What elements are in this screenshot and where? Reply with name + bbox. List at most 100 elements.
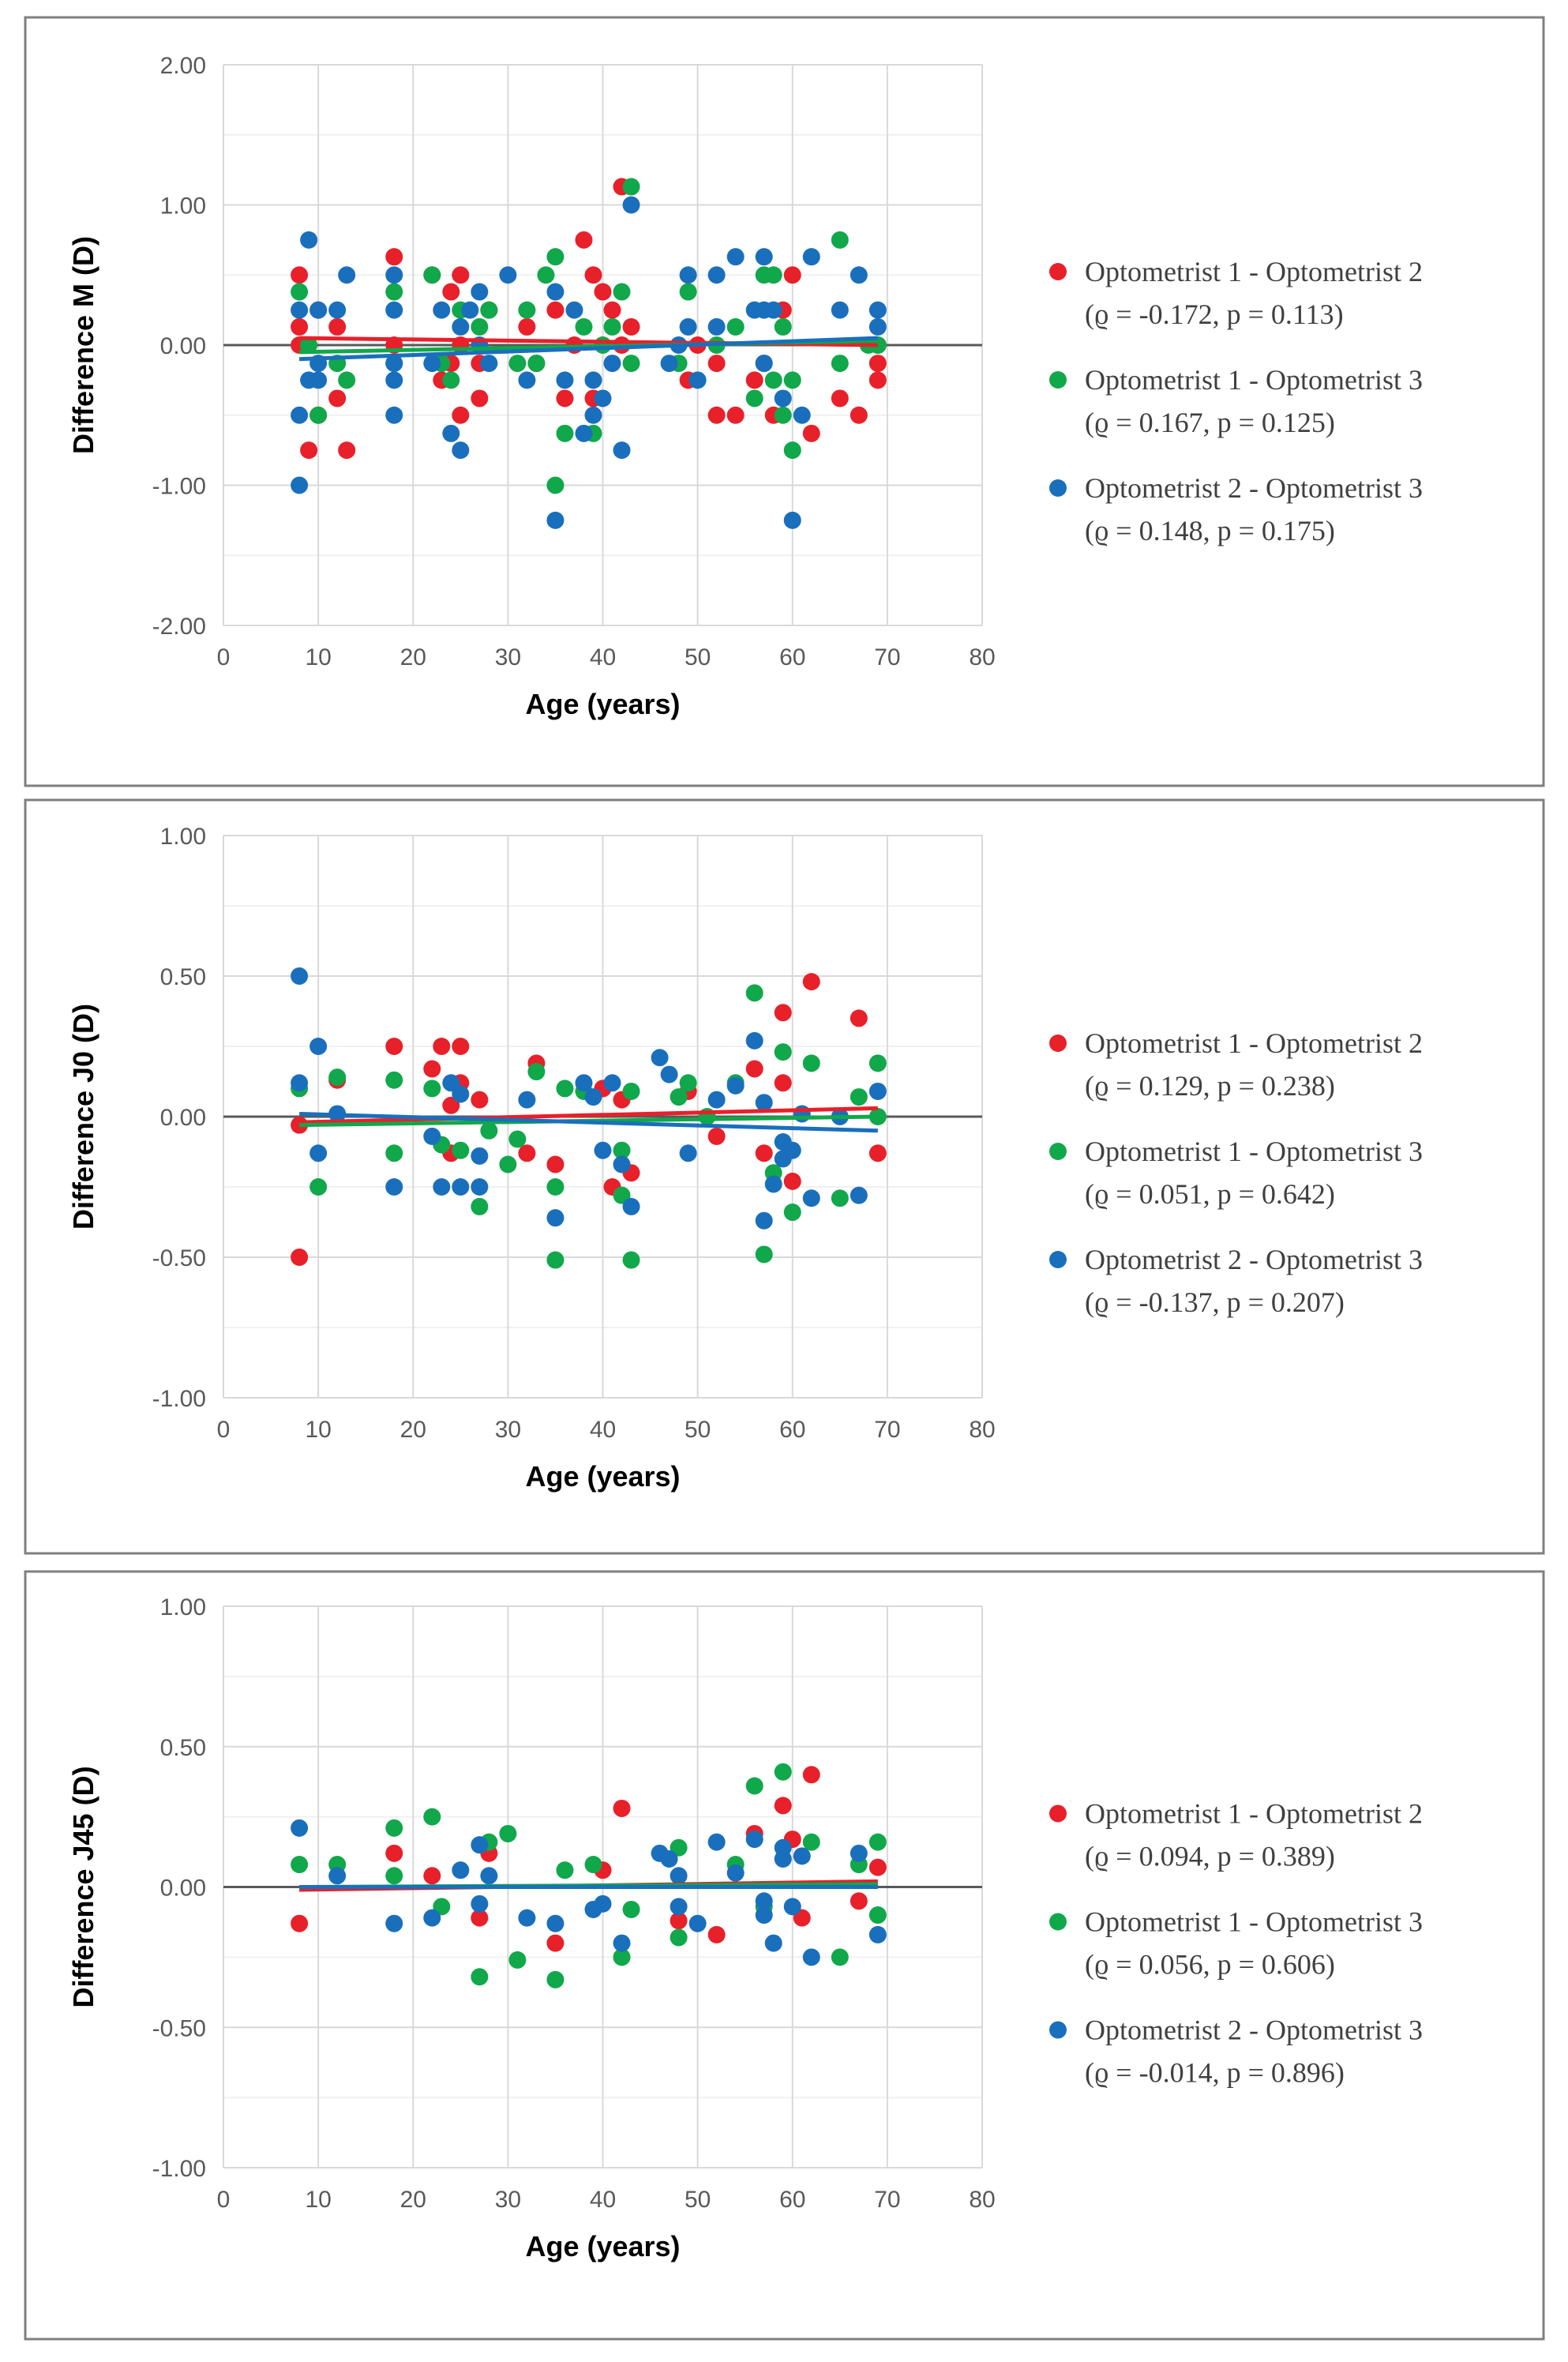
data-point-series-2 bbox=[518, 301, 536, 319]
data-point-series-2 bbox=[480, 301, 498, 319]
data-point-series-3 bbox=[793, 1105, 811, 1123]
x-tick-label: 50 bbox=[685, 644, 711, 670]
data-point-series-2 bbox=[745, 984, 763, 1002]
data-point-series-1 bbox=[850, 406, 868, 424]
data-point-series-2 bbox=[831, 1948, 849, 1966]
x-tick-label: 40 bbox=[590, 2187, 616, 2213]
legend-marker-series-1 bbox=[1049, 1035, 1067, 1052]
x-tick-label: 30 bbox=[495, 2187, 521, 2213]
data-point-series-2 bbox=[603, 317, 621, 336]
data-point-series-1 bbox=[452, 406, 470, 424]
data-point-series-2 bbox=[556, 424, 574, 442]
x-tick-label: 70 bbox=[874, 2187, 900, 2213]
data-point-series-2 bbox=[726, 317, 745, 336]
data-point-series-3 bbox=[868, 1925, 887, 1943]
data-point-series-2 bbox=[546, 1251, 565, 1269]
data-point-series-1 bbox=[452, 1038, 470, 1055]
data-point-series-2 bbox=[499, 1155, 517, 1173]
data-point-series-2 bbox=[868, 1906, 887, 1925]
data-point-series-3 bbox=[802, 248, 820, 266]
x-tick-label: 80 bbox=[969, 644, 995, 670]
data-point-series-2 bbox=[385, 1144, 403, 1162]
data-point-series-3 bbox=[338, 266, 356, 284]
x-tick-label: 70 bbox=[874, 1417, 900, 1443]
legend-stat: (ϱ = -0.014, p = 0.896) bbox=[1085, 2057, 1345, 2089]
legend: Optometrist 1 - Optometrist 2 (ϱ = 0.094,… bbox=[1049, 1798, 1423, 2089]
data-point-series-3 bbox=[309, 371, 328, 389]
y-tick-label: -1.00 bbox=[152, 2156, 206, 2182]
data-point-series-2 bbox=[291, 1856, 309, 1874]
data-point-series-3 bbox=[613, 441, 631, 460]
data-point-series-3 bbox=[755, 355, 773, 373]
data-point-series-2 bbox=[774, 317, 792, 336]
data-point-series-2 bbox=[442, 371, 460, 389]
data-point-series-2 bbox=[802, 1833, 820, 1851]
data-point-series-3 bbox=[471, 1836, 489, 1854]
data-point-series-1 bbox=[868, 355, 887, 373]
data-point-series-2 bbox=[499, 1824, 517, 1842]
legend-label: Optometrist 1 - Optometrist 3 bbox=[1085, 364, 1423, 396]
data-point-series-3 bbox=[670, 1898, 688, 1916]
data-point-series-3 bbox=[471, 1894, 489, 1913]
y-tick-label: -0.50 bbox=[152, 2015, 206, 2041]
data-point-series-3 bbox=[385, 406, 403, 424]
data-point-series-1 bbox=[385, 1038, 403, 1055]
data-point-series-3 bbox=[452, 317, 470, 336]
data-point-series-1 bbox=[556, 389, 574, 407]
data-point-series-1 bbox=[423, 1060, 441, 1078]
trend-line-series-1 bbox=[299, 1106, 878, 1125]
scatter-points bbox=[291, 178, 887, 529]
legend-label: Optometrist 2 - Optometrist 3 bbox=[1085, 1244, 1423, 1275]
data-point-series-3 bbox=[745, 1831, 763, 1849]
data-point-series-3 bbox=[499, 266, 517, 284]
data-point-series-3 bbox=[452, 1861, 470, 1879]
x-tick-label: 30 bbox=[495, 1417, 521, 1443]
data-point-series-2 bbox=[508, 1130, 527, 1148]
legend-label: Optometrist 1 - Optometrist 3 bbox=[1085, 1906, 1423, 1938]
data-point-series-1 bbox=[783, 266, 801, 284]
data-point-series-3 bbox=[850, 266, 868, 284]
data-point-series-1 bbox=[546, 301, 565, 319]
data-point-series-1 bbox=[707, 1925, 726, 1943]
data-point-series-2 bbox=[471, 1197, 489, 1215]
data-point-series-3 bbox=[622, 1197, 640, 1215]
data-point-series-2 bbox=[679, 283, 697, 301]
data-point-series-2 bbox=[745, 389, 763, 407]
data-point-series-1 bbox=[774, 1074, 792, 1092]
data-point-series-2 bbox=[755, 1245, 773, 1264]
data-point-series-3 bbox=[565, 301, 583, 319]
data-point-series-2 bbox=[868, 1833, 887, 1851]
data-point-series-3 bbox=[300, 231, 318, 249]
data-point-series-3 bbox=[755, 1906, 773, 1925]
y-tick-label: -2.00 bbox=[152, 614, 206, 640]
data-point-series-3 bbox=[774, 1849, 792, 1868]
data-point-series-1 bbox=[328, 317, 347, 336]
data-point-series-3 bbox=[802, 1189, 820, 1207]
data-point-series-3 bbox=[546, 283, 565, 301]
data-point-series-2 bbox=[774, 406, 792, 424]
data-point-series-3 bbox=[707, 317, 726, 336]
y-axis-title: Difference M (D) bbox=[67, 236, 99, 454]
data-point-series-1 bbox=[622, 317, 640, 336]
data-point-series-1 bbox=[546, 1155, 565, 1173]
data-point-series-2 bbox=[774, 1043, 792, 1061]
scatter-points bbox=[291, 1763, 887, 1988]
legend-stat: (ϱ = 0.051, p = 0.642) bbox=[1085, 1178, 1335, 1210]
data-point-series-2 bbox=[309, 406, 328, 424]
x-tick-label: 0 bbox=[217, 2187, 231, 2213]
data-point-series-3 bbox=[291, 967, 309, 985]
data-point-series-3 bbox=[452, 441, 470, 460]
data-point-series-2 bbox=[452, 1141, 470, 1159]
data-point-series-3 bbox=[471, 1147, 489, 1165]
chart-panel-2: -1.00 -0.50 0.00 0.50 1.00 0 10 20 30 40 50 60 70 80 A… bbox=[24, 798, 1545, 1555]
panel-frame bbox=[24, 1570, 1545, 2341]
x-axis-title: Age (years) bbox=[525, 2230, 680, 2262]
data-point-series-2 bbox=[783, 1204, 801, 1222]
data-point-series-1 bbox=[546, 1934, 565, 1952]
data-point-series-1 bbox=[433, 1038, 451, 1055]
data-point-series-3 bbox=[480, 1867, 498, 1885]
data-point-series-1 bbox=[442, 283, 460, 301]
data-point-series-3 bbox=[584, 1088, 602, 1106]
data-point-series-3 bbox=[679, 317, 697, 336]
data-point-series-1 bbox=[575, 231, 593, 249]
